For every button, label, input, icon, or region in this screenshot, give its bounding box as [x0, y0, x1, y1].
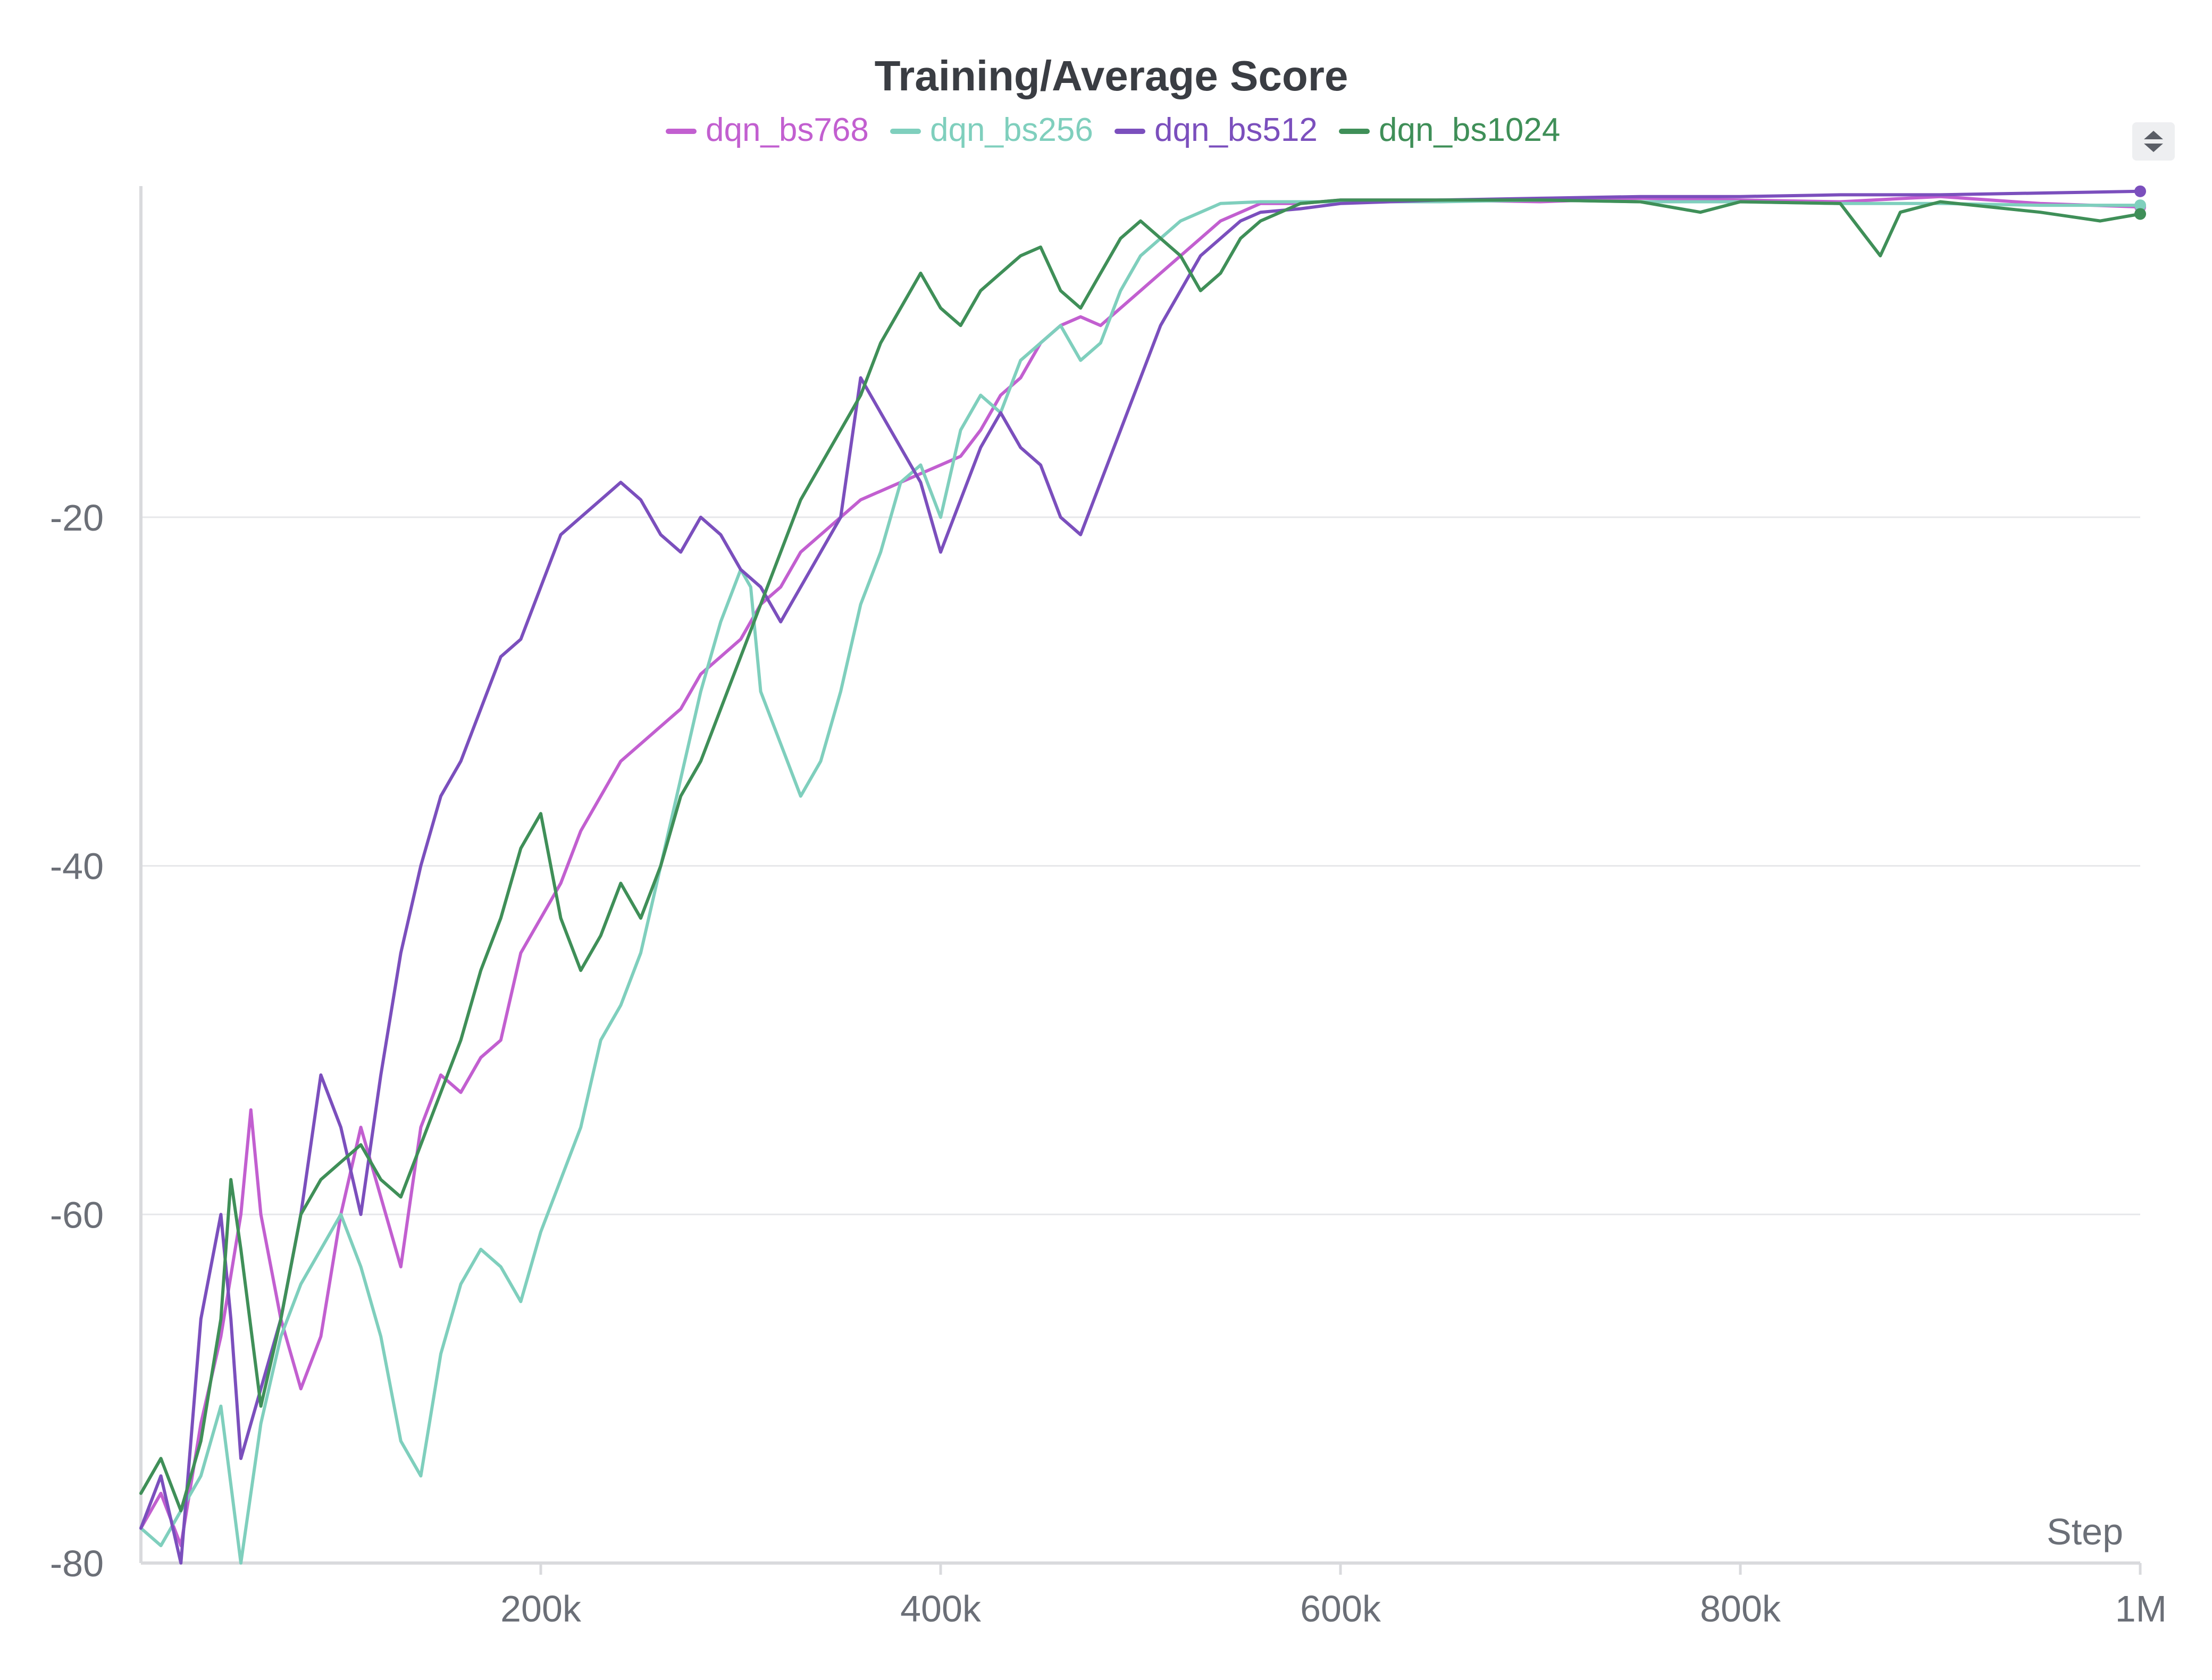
x-tick-label: 600k	[1300, 1588, 1381, 1629]
y-tick-label: -20	[50, 497, 104, 539]
x-axis-ticks: 200k 400k 600k 800k 1M	[500, 1563, 2167, 1629]
legend-item[interactable]: dqn_bs1024	[1339, 112, 1560, 148]
legend-item[interactable]: dqn_bs256	[890, 112, 1093, 148]
x-tick-label: 800k	[1700, 1588, 1781, 1629]
legend-item[interactable]: dqn_bs512	[1115, 112, 1318, 148]
legend-item[interactable]: dqn_bs768	[666, 112, 869, 148]
series-end-point-dqn_bs256	[2134, 199, 2146, 212]
legend: dqn_bs768 dqn_bs256 dqn_bs512 dqn_bs1024	[666, 112, 1560, 148]
y-tick-label: -60	[50, 1194, 104, 1236]
legend-label: dqn_bs512	[1154, 112, 1318, 148]
legend-label: dqn_bs1024	[1379, 112, 1560, 148]
axes	[139, 186, 2140, 1565]
x-axis-title: Step	[2047, 1511, 2123, 1552]
x-tick-label: 200k	[500, 1588, 582, 1629]
x-tick-label: 1M	[2115, 1588, 2167, 1629]
legend-label: dqn_bs256	[930, 112, 1093, 148]
y-tick-label: -40	[50, 846, 104, 887]
series-line-dqn_bs768	[139, 195, 2142, 1548]
y-tick-label: -80	[50, 1543, 104, 1584]
series-lines	[139, 189, 2142, 1565]
y-axis-ticks: -80 -60 -40 -20	[50, 497, 104, 1584]
series-line-dqn_bs1024	[139, 198, 2142, 1513]
chart-title: Training/Average Score	[875, 52, 1348, 99]
x-tick-label: 400k	[900, 1588, 982, 1629]
series-end-markers	[2134, 185, 2146, 220]
legend-label: dqn_bs768	[706, 112, 869, 148]
series-end-point-dqn_bs1024	[2134, 208, 2146, 220]
series-end-point-dqn_bs512	[2134, 185, 2146, 197]
series-line-dqn_bs256	[139, 198, 2142, 1565]
legend-scroll-button[interactable]	[2132, 122, 2175, 161]
gridlines	[141, 516, 2140, 1215]
sort-arrows-icon	[2144, 131, 2163, 152]
